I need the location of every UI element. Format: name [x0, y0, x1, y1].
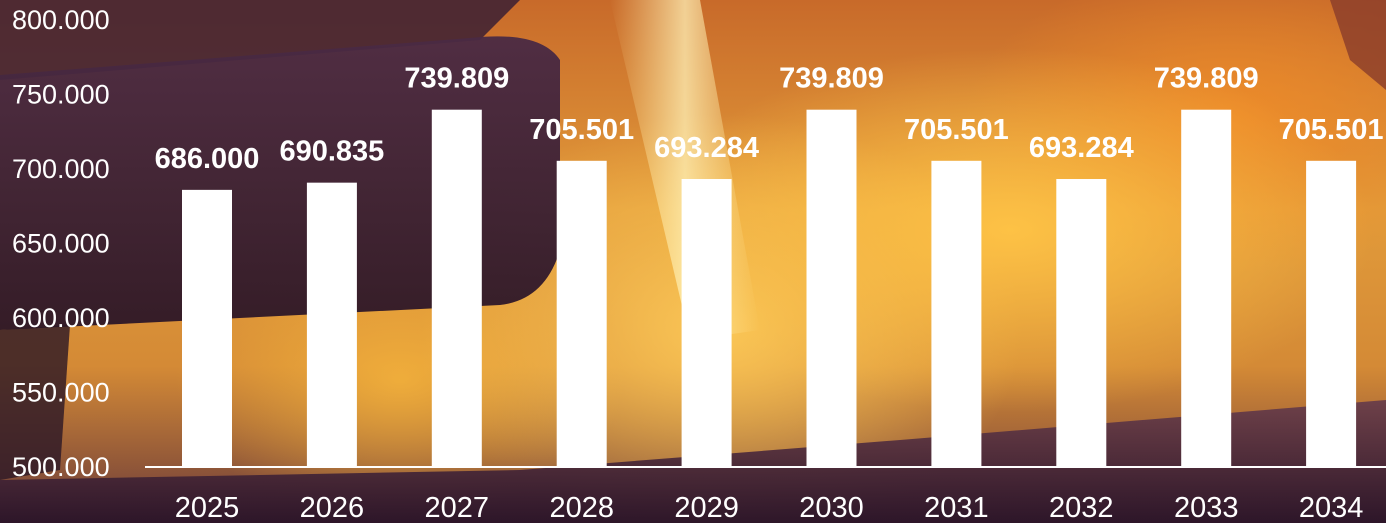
data-label: 739.809	[779, 63, 884, 95]
data-label: 705.501	[529, 114, 634, 146]
x-tick-label: 2032	[1049, 492, 1114, 523]
y-tick-label: 750.000	[12, 80, 110, 110]
data-label: 693.284	[654, 132, 759, 164]
x-tick-label: 2031	[924, 492, 989, 523]
y-axis: 500.000 550.000 600.000 650.000 700.000 750.0…	[12, 5, 110, 482]
bar-2034	[1306, 161, 1356, 467]
data-label: 705.501	[904, 114, 1009, 146]
x-tick-label: 2030	[799, 492, 864, 523]
data-label: 693.284	[1029, 132, 1134, 164]
bar-2033	[1181, 110, 1231, 467]
x-tick-label: 2025	[175, 492, 240, 523]
x-tick-label: 2028	[549, 492, 614, 523]
y-tick-label: 650.000	[12, 229, 110, 259]
data-label: 739.809	[404, 63, 509, 95]
x-tick-label: 2034	[1299, 492, 1364, 523]
bar-2032	[1056, 179, 1106, 467]
data-label: 690.835	[279, 136, 384, 168]
bar-2029	[682, 179, 732, 467]
x-tick-label: 2029	[674, 492, 739, 523]
x-axis: 2025 2026 2027 2028 2029 2030 2031 2032 2033 2034	[175, 492, 1364, 523]
bar-2026	[307, 183, 357, 467]
bar-2027	[432, 110, 482, 467]
y-tick-label: 500.000	[12, 452, 110, 482]
x-tick-label: 2033	[1174, 492, 1239, 523]
y-tick-label: 550.000	[12, 378, 110, 408]
x-tick-label: 2026	[300, 492, 365, 523]
y-tick-label: 700.000	[12, 154, 110, 184]
data-label: 705.501	[1279, 114, 1384, 146]
bar-2031	[931, 161, 981, 467]
x-tick-label: 2027	[425, 492, 490, 523]
bar-2025	[182, 190, 232, 467]
y-tick-label: 800.000	[12, 5, 110, 35]
y-tick-label: 600.000	[12, 303, 110, 333]
data-label: 686.000	[155, 143, 260, 175]
bar-2030	[807, 110, 857, 467]
bar-2028	[557, 161, 607, 467]
data-label: 739.809	[1154, 63, 1259, 95]
